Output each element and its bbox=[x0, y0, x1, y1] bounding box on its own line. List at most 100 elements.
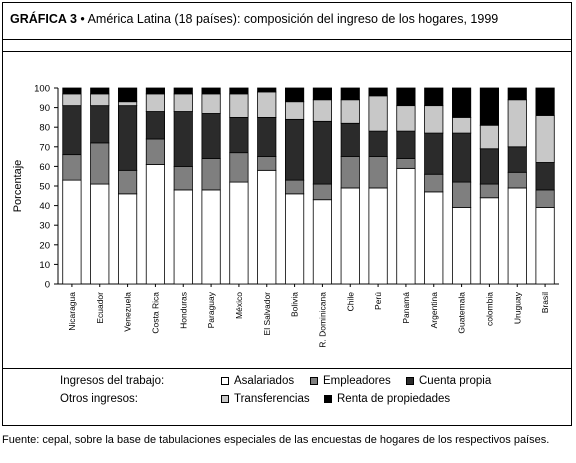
y-tick-label-90: 90 bbox=[39, 103, 50, 114]
bar-peru-asalariados bbox=[368, 187, 388, 285]
bar-uruguay-empleadores bbox=[507, 171, 527, 189]
bar-chile-empleadores bbox=[340, 156, 360, 189]
bar-el-salvador-asalariados bbox=[257, 169, 277, 285]
bar-nicaragua-empleadores bbox=[62, 154, 82, 181]
x-tick-label-ecuador: Ecuador bbox=[95, 292, 105, 324]
bar-honduras-asalariados bbox=[173, 189, 193, 285]
bar-argentina-transferencias bbox=[424, 105, 444, 134]
bar-honduras-cuenta-propia bbox=[173, 111, 193, 167]
bar-peru-cuenta-propia bbox=[368, 130, 388, 158]
bar-venezuela-transferencias bbox=[117, 101, 138, 107]
x-tick-label-el-salvador: El Salvador bbox=[262, 292, 272, 336]
x-tick-label-r-dominicana: R. Dominicana bbox=[317, 292, 327, 348]
bar-bolivia-asalariados bbox=[284, 193, 305, 285]
chart-title: GRÁFICA 3 • América Latina (18 países): … bbox=[10, 12, 498, 26]
y-tick-label-0: 0 bbox=[45, 280, 50, 291]
bar-ecuador-asalariados bbox=[90, 183, 110, 285]
legend-text-renta-propiedades: Renta de propiedades bbox=[337, 393, 451, 405]
legend-item-asalariados: Asalariados bbox=[221, 375, 294, 387]
legend-item-transferencias: Transferencias bbox=[221, 393, 310, 405]
y-tick-label-60: 60 bbox=[39, 162, 50, 173]
bar-chile-cuenta-propia bbox=[340, 122, 360, 157]
bar-bolivia-empleadores bbox=[284, 179, 305, 195]
x-tick-label-chile: Chile bbox=[345, 292, 355, 312]
stacked-bar-chart: 0 10 20 30 40 50 60 70 80 90 100 Porcentaje Nicaragu… bbox=[12, 84, 559, 348]
x-tick-label-honduras: Honduras bbox=[178, 292, 188, 329]
bar-costa-rica-empleadores bbox=[145, 138, 166, 165]
bar-panama-renta-de-propiedades bbox=[396, 87, 416, 107]
bar-ecuador-empleadores bbox=[90, 142, 110, 185]
title-text: América Latina (18 países): composición … bbox=[87, 12, 499, 26]
y-tick-label-50: 50 bbox=[39, 182, 50, 193]
x-tick-label-peru: Perú bbox=[373, 292, 383, 310]
bar-guatemala-empleadores bbox=[451, 181, 472, 208]
title-prefix: GRÁFICA 3 bbox=[10, 12, 77, 26]
legend-row-other: Otros ingresos: Transferencias Renta de … bbox=[3, 393, 571, 409]
bar-mexico-transferencias bbox=[229, 93, 249, 118]
bar-ecuador-renta-de-propiedades bbox=[90, 87, 110, 95]
bar-nicaragua-asalariados bbox=[62, 179, 82, 285]
y-tick-label-70: 70 bbox=[39, 142, 50, 153]
bar-honduras-renta-de-propiedades bbox=[173, 87, 193, 95]
x-tick-label-nicaragua: Nicaragua bbox=[67, 292, 77, 331]
bar-costa-rica-transferencias bbox=[145, 93, 166, 112]
bar-bolivia-transferencias bbox=[284, 101, 305, 120]
bar-venezuela-renta-de-propiedades bbox=[117, 87, 138, 103]
bar-r-dominicana-cuenta-propia bbox=[312, 120, 333, 185]
bar-guatemala-asalariados bbox=[451, 207, 472, 285]
title-bar: GRÁFICA 3 • América Latina (18 países): … bbox=[3, 3, 571, 40]
bar-venezuela-empleadores bbox=[117, 169, 138, 195]
bar-mexico-cuenta-propia bbox=[229, 117, 249, 154]
x-tick-label-argentina: Argentina bbox=[429, 292, 439, 329]
legend-swatch-asalariados bbox=[221, 377, 229, 385]
bar-colombia-asalariados bbox=[479, 197, 500, 285]
bar-venezuela-asalariados bbox=[117, 193, 138, 285]
legend: Ingresos del trabajo: Asalariados Emplea… bbox=[3, 369, 571, 425]
legend-swatch-renta-propiedades bbox=[324, 395, 332, 403]
legend-swatch-cuenta-propia bbox=[406, 377, 414, 385]
y-tick-label-20: 20 bbox=[39, 240, 50, 251]
bar-brasil-renta-de-propiedades bbox=[535, 87, 555, 116]
bar-honduras-empleadores bbox=[173, 166, 193, 191]
bar-paraguay-asalariados bbox=[201, 189, 221, 285]
y-axis-label: Porcentaje bbox=[12, 160, 24, 213]
bar-peru-transferencias bbox=[368, 95, 388, 132]
bar-honduras-transferencias bbox=[173, 93, 193, 112]
bar-ecuador-transferencias bbox=[90, 93, 110, 107]
x-tick-label-panama: Panamá bbox=[401, 292, 411, 324]
bar-costa-rica-asalariados bbox=[145, 164, 166, 285]
x-tick-label-brasil: Brasil bbox=[540, 292, 550, 313]
x-tick-label-uruguay: Uruguay bbox=[512, 291, 522, 324]
bar-guatemala-cuenta-propia bbox=[451, 132, 472, 183]
bar-argentina-empleadores bbox=[424, 173, 444, 193]
y-tick-label-40: 40 bbox=[39, 201, 50, 212]
bar-mexico-asalariados bbox=[229, 181, 249, 285]
legend-text-empleadores: Empleadores bbox=[323, 375, 391, 387]
bar-peru-renta-de-propiedades bbox=[368, 87, 388, 97]
bar-panama-empleadores bbox=[396, 158, 416, 169]
legend-item-cuenta-propia: Cuenta propia bbox=[406, 375, 491, 387]
bar-brasil-cuenta-propia bbox=[535, 162, 555, 191]
legend-text-transferencias: Transferencias bbox=[234, 393, 310, 405]
bar-guatemala-transferencias bbox=[451, 117, 472, 134]
bar-peru-empleadores bbox=[368, 156, 388, 189]
bar-mexico-empleadores bbox=[229, 152, 249, 183]
x-tick-label-colombia: colombia bbox=[484, 292, 494, 326]
bar-colombia-renta-de-propiedades bbox=[479, 87, 500, 126]
y-tick-label-30: 30 bbox=[39, 221, 50, 232]
bar-nicaragua-transferencias bbox=[62, 93, 82, 107]
legend-item-empleadores: Empleadores bbox=[310, 375, 391, 387]
bar-el-salvador-transferencias bbox=[257, 91, 277, 118]
plot-area: 0 10 20 30 40 50 60 70 80 90 100 Porcentaje Nicaragu… bbox=[3, 51, 571, 369]
y-tick-label-80: 80 bbox=[39, 123, 50, 134]
bar-brasil-asalariados bbox=[535, 207, 555, 285]
bar-bolivia-cuenta-propia bbox=[284, 118, 305, 181]
bar-argentina-renta-de-propiedades bbox=[424, 87, 444, 107]
bar-uruguay-transferencias bbox=[507, 99, 527, 148]
bar-panama-cuenta-propia bbox=[396, 130, 416, 159]
bar-r-dominicana-transferencias bbox=[312, 99, 333, 122]
y-tick-label-10: 10 bbox=[39, 260, 50, 271]
bar-bolivia-renta-de-propiedades bbox=[284, 87, 305, 103]
bar-chile-asalariados bbox=[340, 187, 360, 285]
bar-colombia-cuenta-propia bbox=[479, 148, 500, 185]
